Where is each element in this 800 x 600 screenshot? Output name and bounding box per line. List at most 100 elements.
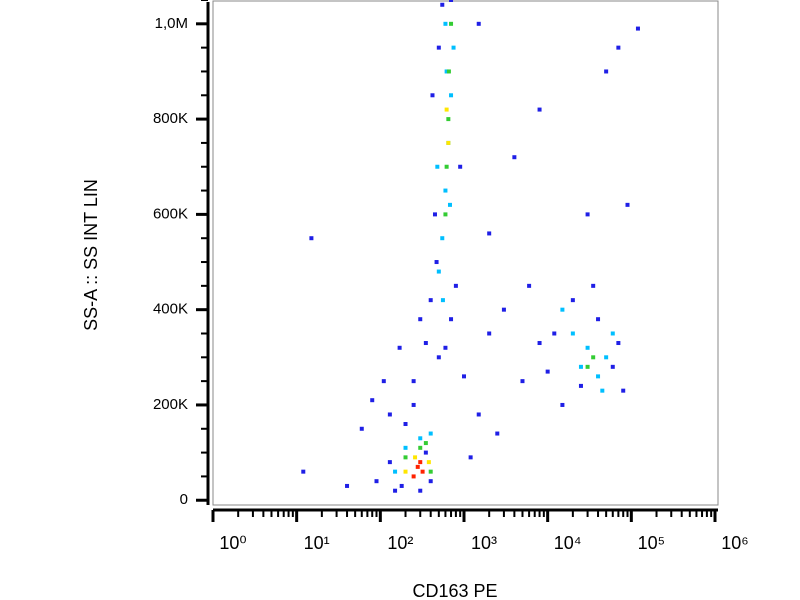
event-dot xyxy=(578,364,583,369)
event-dot xyxy=(585,364,590,369)
event-dot xyxy=(387,460,392,465)
event-dot xyxy=(436,355,441,360)
event-dot xyxy=(468,455,473,460)
event-dot xyxy=(418,436,423,441)
event-dot xyxy=(423,441,428,446)
event-dot xyxy=(453,283,458,288)
event-dot xyxy=(440,298,445,303)
event-dot xyxy=(545,369,550,374)
event-dot xyxy=(501,307,506,312)
event-dot xyxy=(449,317,454,322)
event-dot xyxy=(435,164,440,169)
event-dot xyxy=(444,164,449,169)
event-dot xyxy=(359,426,364,431)
event-dot xyxy=(487,231,492,236)
event-dot xyxy=(451,45,456,50)
y-tick-label: 0 xyxy=(180,491,188,508)
event-dot xyxy=(370,398,375,403)
event-dot xyxy=(458,164,463,169)
event-dot xyxy=(446,69,451,74)
event-dot xyxy=(591,283,596,288)
event-dot xyxy=(552,331,557,336)
event-dot xyxy=(428,469,433,474)
event-dot xyxy=(462,374,466,379)
event-dot xyxy=(446,140,451,145)
event-dot xyxy=(621,388,626,393)
event-dot xyxy=(591,355,596,360)
event-dot xyxy=(625,202,630,207)
event-dot xyxy=(604,69,609,74)
event-dot xyxy=(487,331,492,336)
event-dot xyxy=(600,388,605,393)
event-dot xyxy=(443,21,448,26)
event-dot xyxy=(301,469,306,474)
event-dot xyxy=(428,431,433,436)
event-dot xyxy=(397,345,402,350)
event-dot xyxy=(585,212,590,217)
event-dot xyxy=(616,341,621,346)
event-dot xyxy=(387,412,392,417)
event-dot xyxy=(393,488,398,493)
event-dot xyxy=(426,460,431,465)
event-dot xyxy=(610,331,615,336)
event-dot xyxy=(537,107,542,112)
event-dot xyxy=(444,69,449,74)
event-dot xyxy=(476,412,481,417)
event-dot xyxy=(578,383,583,388)
event-dot xyxy=(418,317,423,322)
event-dot xyxy=(585,345,590,350)
y-tick-label: 1,0M xyxy=(155,15,188,32)
event-dot xyxy=(616,45,621,50)
event-dot xyxy=(411,474,416,479)
x-tick-label: 10³ xyxy=(471,533,497,553)
event-dot xyxy=(420,469,425,474)
event-dot xyxy=(635,26,640,31)
event-dot xyxy=(444,107,449,112)
x-axis-title: CD163 PE xyxy=(412,581,497,600)
event-dot xyxy=(527,283,532,288)
event-dot xyxy=(512,155,517,160)
event-dot xyxy=(495,431,500,436)
y-tick-label: 200K xyxy=(153,396,188,413)
event-dot xyxy=(443,345,448,350)
event-dot xyxy=(403,445,408,450)
event-dot xyxy=(610,364,615,369)
x-tick-label: 10⁶ xyxy=(721,533,748,553)
event-dot xyxy=(381,379,386,384)
event-dot xyxy=(570,331,575,336)
x-tick-label: 10⁵ xyxy=(638,533,665,553)
event-dot xyxy=(560,402,565,407)
event-dot xyxy=(430,93,435,98)
event-dot xyxy=(374,479,379,484)
plot-frame xyxy=(212,0,719,506)
event-dot xyxy=(309,236,314,241)
event-dot xyxy=(570,298,575,303)
y-tick-label: 400K xyxy=(153,301,188,318)
event-dot xyxy=(393,469,398,474)
event-dot xyxy=(449,0,454,2)
event-dot xyxy=(596,374,601,379)
y-axis-title: SS-A :: SS INT LIN xyxy=(81,179,101,331)
event-dot xyxy=(520,379,525,384)
x-tick-label: 10² xyxy=(387,533,413,553)
event-dot xyxy=(411,402,416,407)
event-dot xyxy=(443,212,448,217)
event-dot xyxy=(428,479,433,484)
event-dot xyxy=(403,455,408,460)
event-dot xyxy=(345,483,350,488)
event-dot xyxy=(476,21,481,26)
event-dot xyxy=(399,483,404,488)
event-dot xyxy=(537,341,542,346)
event-dot xyxy=(418,445,423,450)
event-dot xyxy=(596,317,601,322)
event-dot xyxy=(440,236,445,241)
event-dot xyxy=(411,379,416,384)
event-dot xyxy=(443,188,448,193)
event-dot xyxy=(560,307,565,312)
event-dot xyxy=(434,260,439,265)
event-dot xyxy=(423,450,428,455)
event-dot xyxy=(449,93,454,98)
event-dot xyxy=(440,2,445,7)
event-dot xyxy=(604,355,609,360)
